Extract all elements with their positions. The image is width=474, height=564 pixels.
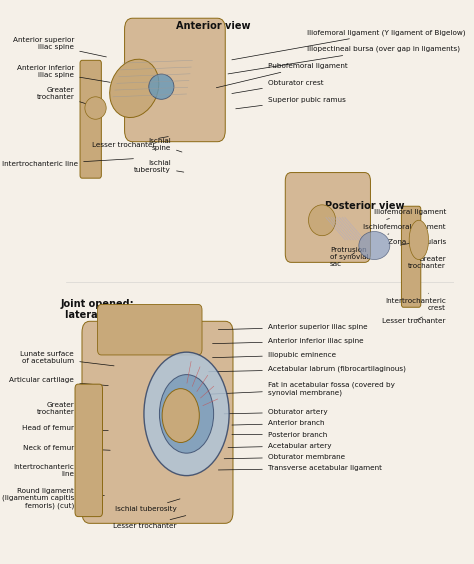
Text: Lesser trochanter: Lesser trochanter	[383, 317, 446, 324]
Text: Joint opened:
lateral view: Joint opened: lateral view	[61, 299, 134, 320]
Text: Anterior branch: Anterior branch	[232, 420, 324, 426]
Ellipse shape	[359, 231, 390, 259]
Text: Transverse acetabular ligament: Transverse acetabular ligament	[219, 465, 382, 472]
Text: Ischial tuberosity: Ischial tuberosity	[115, 499, 180, 512]
Text: Intertrochanteric
crest: Intertrochanteric crest	[385, 293, 446, 311]
FancyBboxPatch shape	[80, 60, 101, 178]
Text: Obturator membrane: Obturator membrane	[224, 454, 345, 460]
Text: Iliofemoral ligament (Y ligament of Bigelow): Iliofemoral ligament (Y ligament of Bige…	[232, 29, 465, 60]
Ellipse shape	[149, 74, 174, 99]
Text: Anterior superior iliac spine: Anterior superior iliac spine	[219, 324, 367, 330]
Text: Zona orbicularis: Zona orbicularis	[388, 239, 446, 245]
Text: Ischial
tuberosity: Ischial tuberosity	[134, 160, 184, 174]
FancyBboxPatch shape	[82, 321, 233, 523]
Text: Neck of femur: Neck of femur	[23, 444, 110, 451]
Text: Acetabular artery: Acetabular artery	[228, 443, 331, 449]
Text: Iliofemoral ligament: Iliofemoral ligament	[374, 209, 446, 219]
Text: Acetabular labrum (fibrocartilaginous): Acetabular labrum (fibrocartilaginous)	[209, 365, 406, 372]
Text: Greater
trochanter: Greater trochanter	[408, 256, 446, 269]
FancyBboxPatch shape	[285, 173, 371, 262]
Text: Anterior inferior
iliac spine: Anterior inferior iliac spine	[17, 65, 110, 82]
Text: Iliopubic eminence: Iliopubic eminence	[212, 352, 336, 358]
Text: Superior pubic ramus: Superior pubic ramus	[236, 96, 346, 109]
Text: Greater
trochanter: Greater trochanter	[36, 402, 99, 415]
Ellipse shape	[85, 97, 106, 119]
FancyBboxPatch shape	[98, 305, 202, 355]
Text: Lesser trochanter: Lesser trochanter	[113, 515, 186, 529]
Text: Ischial
spine: Ischial spine	[148, 138, 182, 152]
Text: Lunate surface
of acetabulum: Lunate surface of acetabulum	[20, 351, 114, 366]
FancyBboxPatch shape	[75, 384, 102, 517]
Text: Protrusion
of synovial
sac: Protrusion of synovial sac	[330, 246, 368, 267]
Text: Intertrochanteric line: Intertrochanteric line	[2, 158, 133, 167]
Ellipse shape	[109, 59, 159, 117]
Text: Head of femur: Head of femur	[22, 425, 108, 431]
Text: Posterior view: Posterior view	[325, 201, 404, 210]
Circle shape	[159, 374, 214, 453]
Circle shape	[144, 352, 229, 475]
FancyBboxPatch shape	[401, 206, 421, 307]
Text: Pubofemoral ligament: Pubofemoral ligament	[216, 63, 347, 88]
Text: Obturator crest: Obturator crest	[232, 80, 323, 94]
Text: Ischiofemoral ligament: Ischiofemoral ligament	[364, 224, 446, 234]
Circle shape	[162, 389, 199, 443]
Ellipse shape	[409, 221, 428, 259]
Ellipse shape	[309, 205, 336, 236]
Text: Obturator artery: Obturator artery	[224, 409, 328, 415]
Text: Posterior branch: Posterior branch	[232, 431, 327, 438]
Text: Articular cartilage: Articular cartilage	[9, 377, 108, 386]
Text: Anterior inferior iliac spine: Anterior inferior iliac spine	[212, 338, 364, 344]
FancyBboxPatch shape	[125, 18, 225, 142]
Text: Iliopectineal bursa (over gap in ligaments): Iliopectineal bursa (over gap in ligamen…	[228, 46, 460, 74]
Text: Anterior view: Anterior view	[176, 21, 251, 31]
Text: Round ligament
(ligamentum capitis
femoris) (cut): Round ligament (ligamentum capitis femor…	[2, 487, 104, 509]
Text: Greater
trochanter: Greater trochanter	[36, 87, 97, 107]
Text: Intertrochanteric
line: Intertrochanteric line	[13, 464, 99, 477]
Text: Fat in acetabular fossa (covered by
synovial membrane): Fat in acetabular fossa (covered by syno…	[210, 382, 395, 395]
Text: Anterior superior
iliac spine: Anterior superior iliac spine	[13, 37, 106, 57]
Text: Lesser trochanter: Lesser trochanter	[92, 136, 168, 148]
